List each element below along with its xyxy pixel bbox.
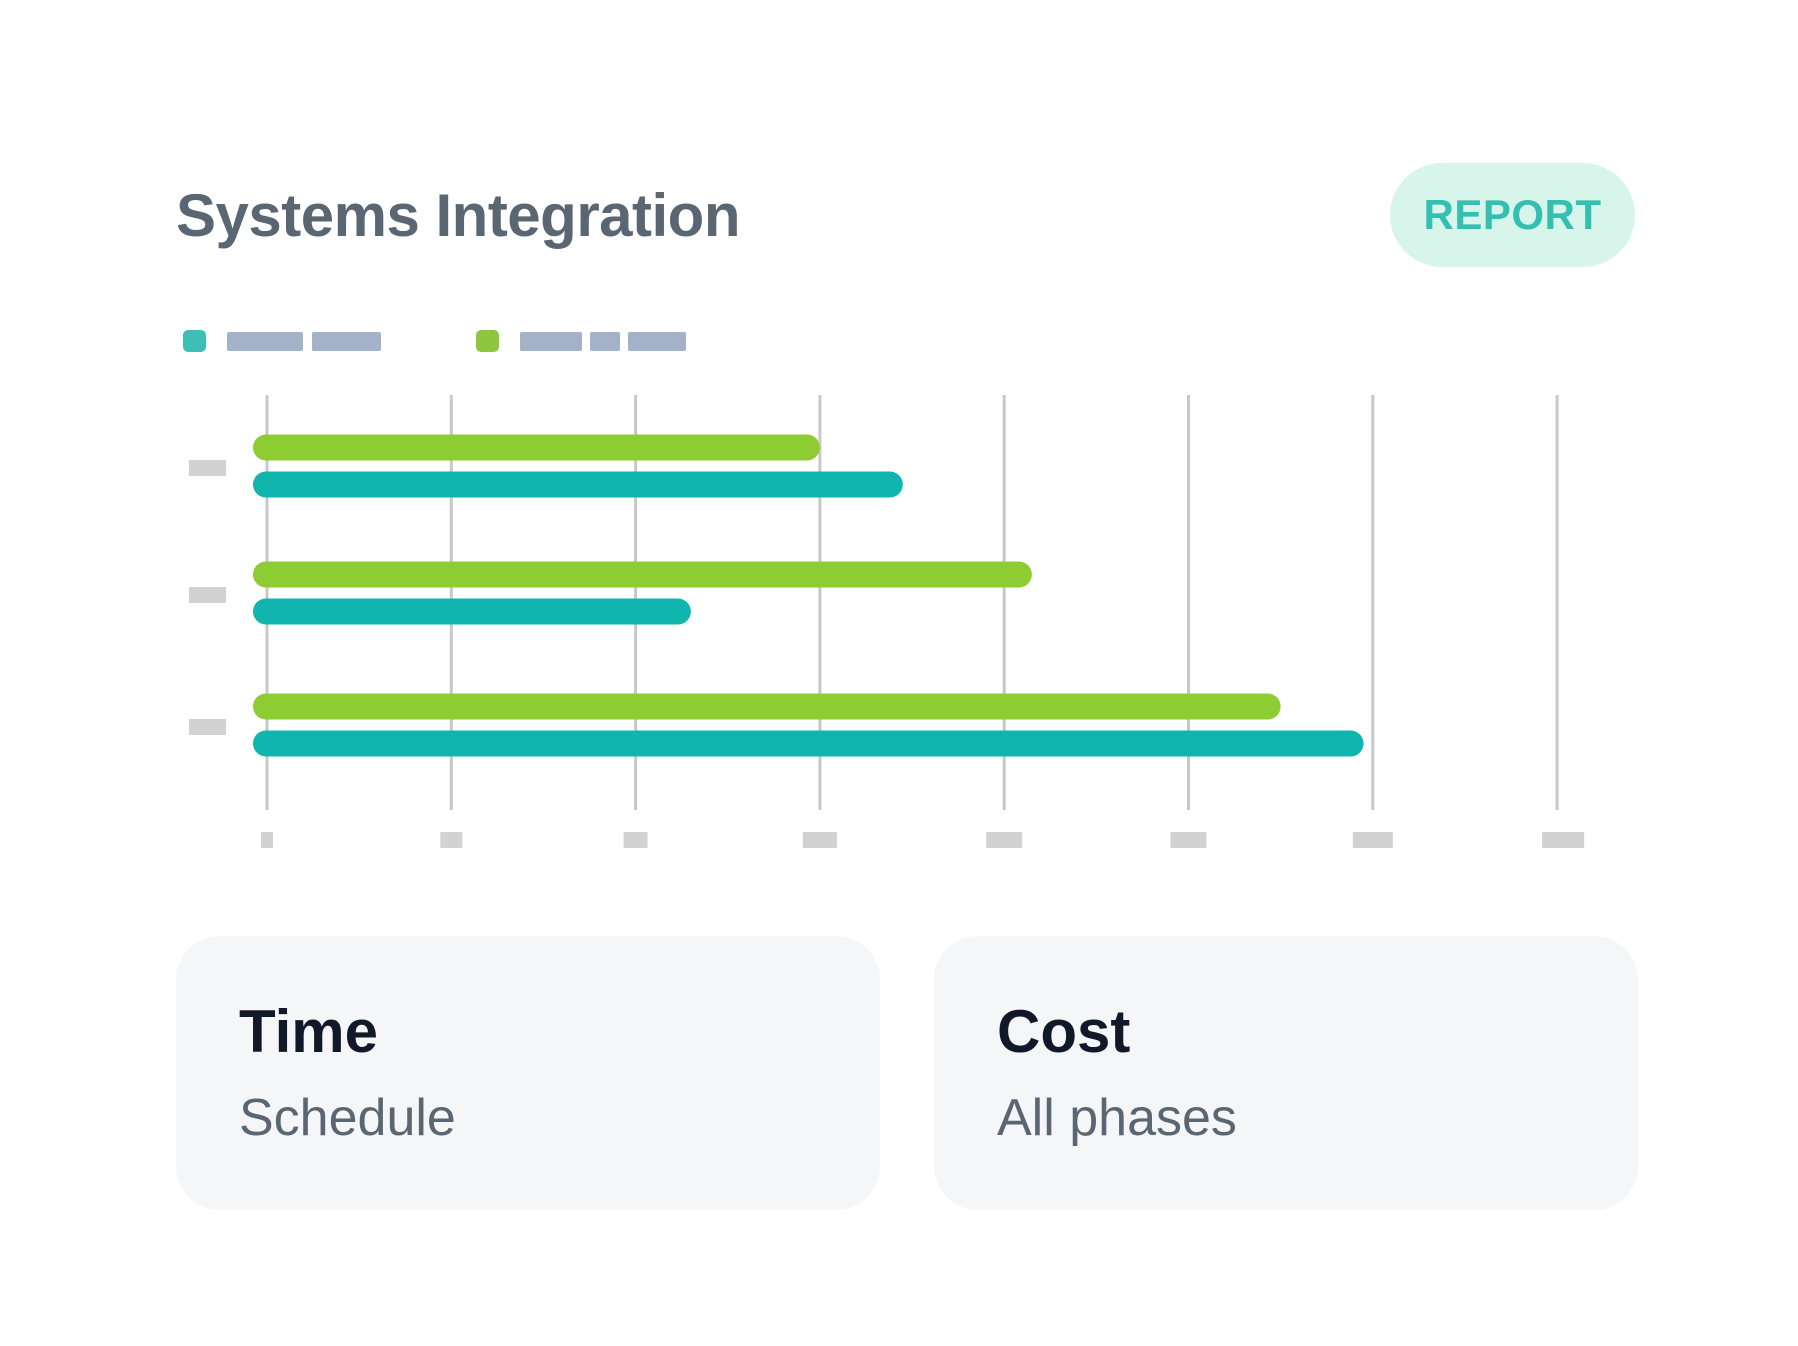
y-tick-label-placeholder	[189, 587, 226, 603]
chart-y-tick-labels	[189, 460, 226, 735]
legend-label-placeholder	[520, 332, 582, 351]
y-tick-label-placeholder	[189, 460, 226, 476]
x-tick-label-placeholder	[1352, 832, 1393, 848]
cost-card[interactable]: Cost All phases	[934, 936, 1638, 1210]
cost-card-title: Cost	[997, 998, 1131, 1065]
x-tick-label-placeholder	[1170, 832, 1207, 848]
legend-label-placeholder	[628, 332, 686, 351]
legend-swatch-teal	[183, 330, 206, 352]
report-button[interactable]: REPORT	[1390, 163, 1635, 267]
bar-teal	[253, 471, 903, 498]
bar-green	[253, 434, 820, 461]
x-tick-label-placeholder	[623, 832, 648, 848]
bar-teal	[253, 598, 691, 625]
time-card-title: Time	[239, 998, 378, 1065]
time-card-subtitle: Schedule	[239, 1089, 456, 1147]
cost-card-subtitle: All phases	[997, 1089, 1237, 1147]
bar-green	[253, 561, 1032, 588]
chart-legend	[183, 330, 686, 352]
x-tick-label-placeholder	[986, 832, 1023, 848]
horizontal-bar-chart	[183, 330, 1585, 848]
x-tick-label-placeholder	[1542, 832, 1585, 848]
x-tick-label-placeholder	[802, 832, 837, 848]
chart-x-tick-labels	[261, 832, 1585, 848]
x-tick-label-placeholder	[261, 832, 273, 848]
legend-label-placeholder	[312, 332, 381, 351]
x-tick-label-placeholder	[440, 832, 463, 848]
page-title: Systems Integration	[176, 182, 741, 249]
bar-green	[253, 693, 1281, 720]
chart-bars	[253, 434, 1364, 757]
legend-swatch-green	[476, 330, 499, 352]
time-card[interactable]: Time Schedule	[176, 936, 880, 1210]
y-tick-label-placeholder	[189, 719, 226, 735]
legend-label-placeholder	[590, 332, 620, 351]
legend-label-placeholder	[227, 332, 303, 351]
bar-teal	[253, 730, 1364, 757]
